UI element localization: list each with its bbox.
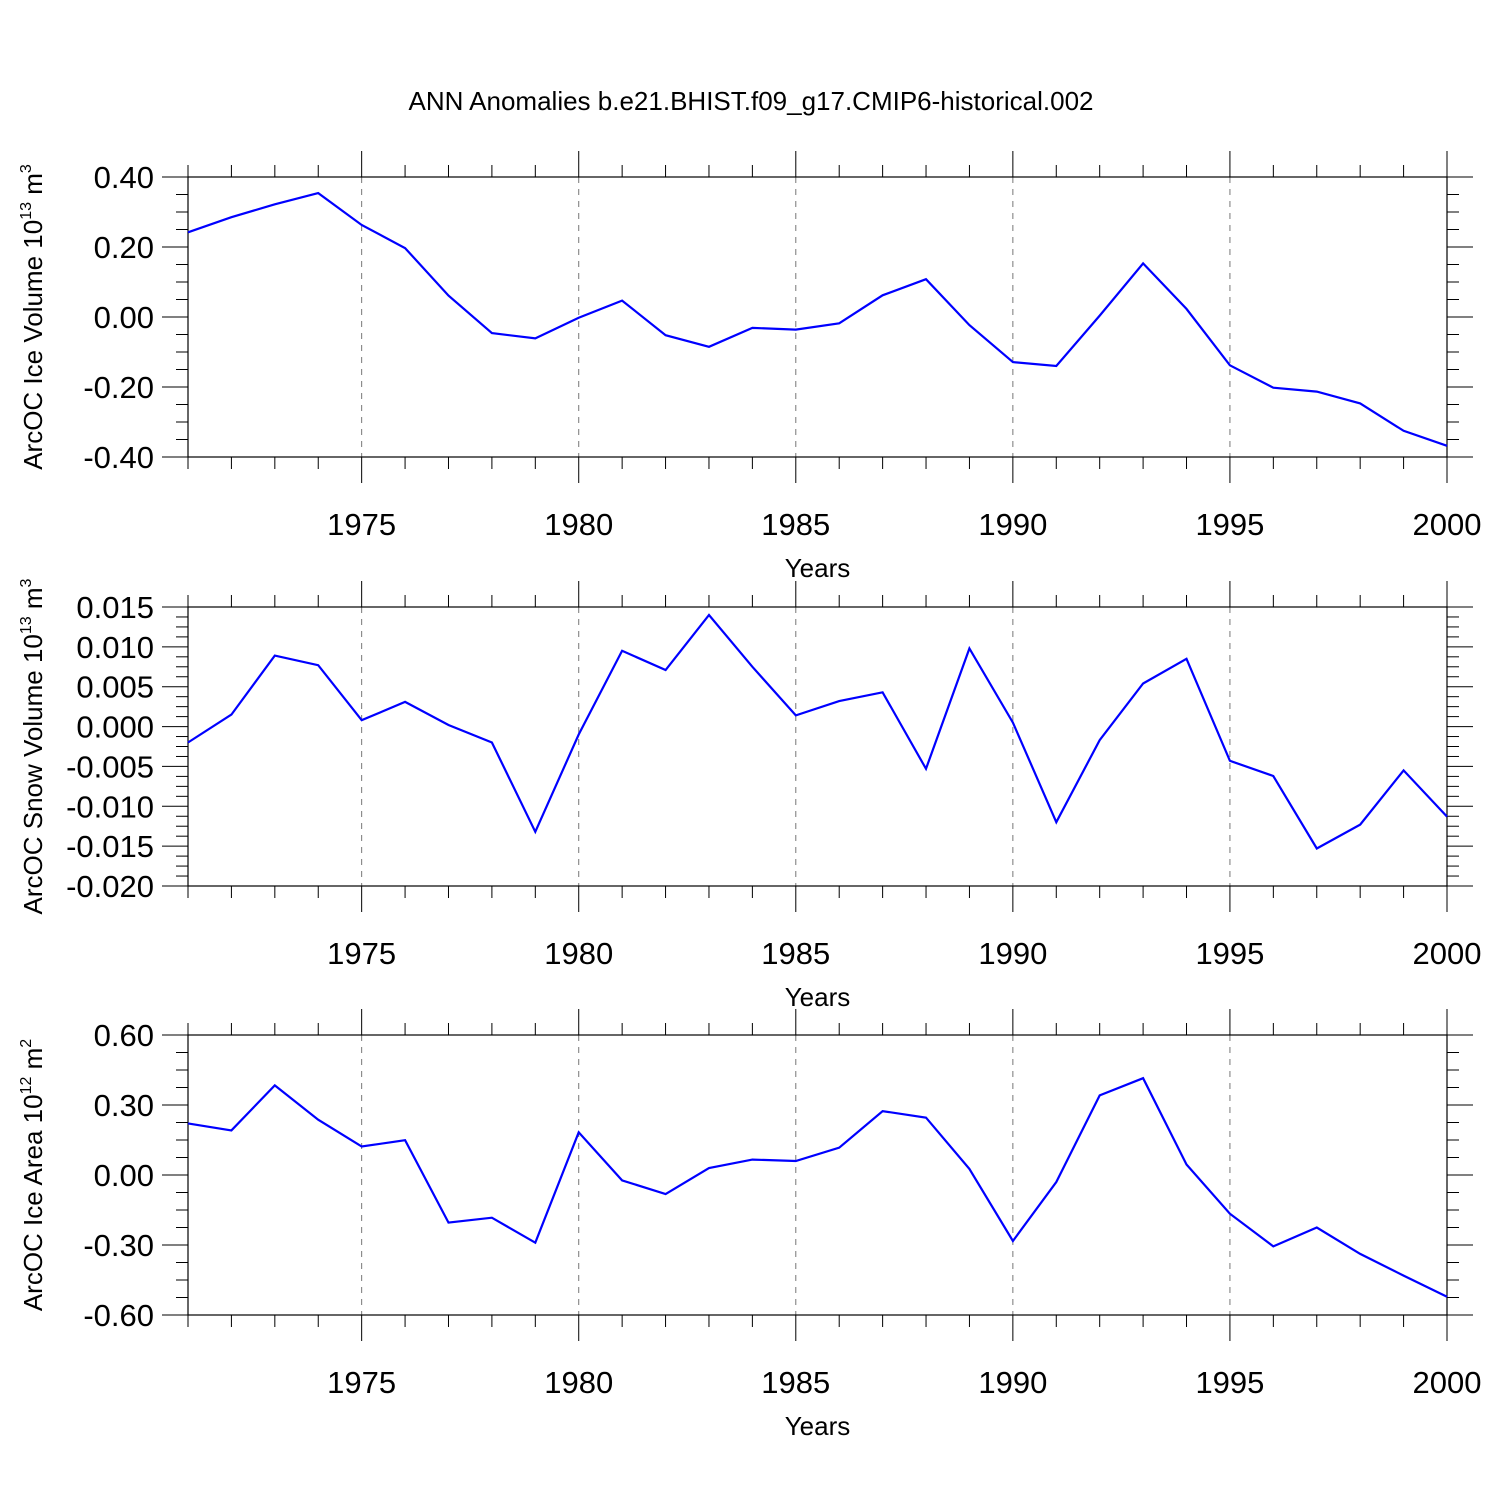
y-tick-label: -0.30 [83, 1228, 154, 1263]
series-line [187, 1076, 1448, 1298]
series-line [187, 613, 1448, 850]
x-tick-label: 1975 [327, 1365, 396, 1400]
y-tick-label: -0.005 [66, 749, 154, 784]
y-tick-label: 0.00 [94, 1158, 154, 1193]
y-tick-label: 0.20 [94, 230, 154, 265]
x-tick-label: 1995 [1195, 507, 1264, 542]
x-tick-label: 1995 [1195, 936, 1264, 971]
x-tick-label: 2000 [1413, 1365, 1482, 1400]
y-tick-label: 0.010 [76, 630, 154, 665]
x-tick-label: 1990 [978, 507, 1047, 542]
x-tick-label: 1975 [327, 936, 396, 971]
x-tick-label: 1985 [761, 936, 830, 971]
y-tick-label: 0.000 [76, 710, 154, 745]
y-tick-label: 0.60 [94, 1018, 154, 1053]
y-tick-label: -0.010 [66, 789, 154, 824]
x-tick-label: 1980 [544, 936, 613, 971]
plot-frame [187, 1034, 1448, 1316]
x-tick-label: 1990 [978, 936, 1047, 971]
x-tick-label: 2000 [1413, 507, 1482, 542]
y-tick-label: -0.20 [83, 370, 154, 405]
y-tick-label: -0.40 [83, 440, 154, 475]
x-axis-title: Years [785, 553, 851, 583]
y-axis-title: ArcOC Ice Area 1012 m2 [18, 1039, 48, 1311]
x-axis-title: Years [785, 1411, 851, 1441]
y-tick-label: 0.005 [76, 670, 154, 705]
y-axis-title: ArcOC Snow Volume 1013 m3 [18, 578, 48, 914]
x-axis-title: Years [785, 982, 851, 1012]
x-tick-label: 1980 [544, 1365, 613, 1400]
y-tick-label: -0.60 [83, 1298, 154, 1333]
x-tick-label: 1995 [1195, 1365, 1264, 1400]
chart-panel-3: -0.60 -0.30 0.00 0.30 0.60 1975 1980 1985 1990 19… [18, 1009, 1481, 1441]
y-tick-label: 0.30 [94, 1088, 154, 1123]
y-tick-label: 0.00 [94, 300, 154, 335]
y-axis-title: ArcOC Ice Volume 1013 m3 [18, 164, 48, 470]
plot-frame [187, 176, 1448, 458]
x-tick-label: 1990 [978, 1365, 1047, 1400]
plot-frame [187, 606, 1448, 887]
x-tick-label: 1985 [761, 1365, 830, 1400]
y-tick-label: -0.020 [66, 869, 154, 904]
x-tick-label: 2000 [1413, 936, 1482, 971]
figure-title: ANN Anomalies b.e21.BHIST.f09_g17.CMIP6-… [408, 86, 1093, 116]
x-tick-label: 1975 [327, 507, 396, 542]
chart-panel-1: -0.40 -0.20 0.00 0.20 0.40 1975 1980 1985 1990 19… [18, 151, 1481, 583]
x-tick-label: 1985 [761, 507, 830, 542]
x-tick-label: 1980 [544, 507, 613, 542]
chart-panel-2: -0.020 -0.015 -0.010 -0.005 0.000 0.005 0.010 0… [18, 578, 1481, 1012]
series-line [187, 191, 1448, 447]
y-tick-label: 0.40 [94, 160, 154, 195]
y-tick-label: 0.015 [76, 590, 154, 625]
y-tick-label: -0.015 [66, 829, 154, 864]
